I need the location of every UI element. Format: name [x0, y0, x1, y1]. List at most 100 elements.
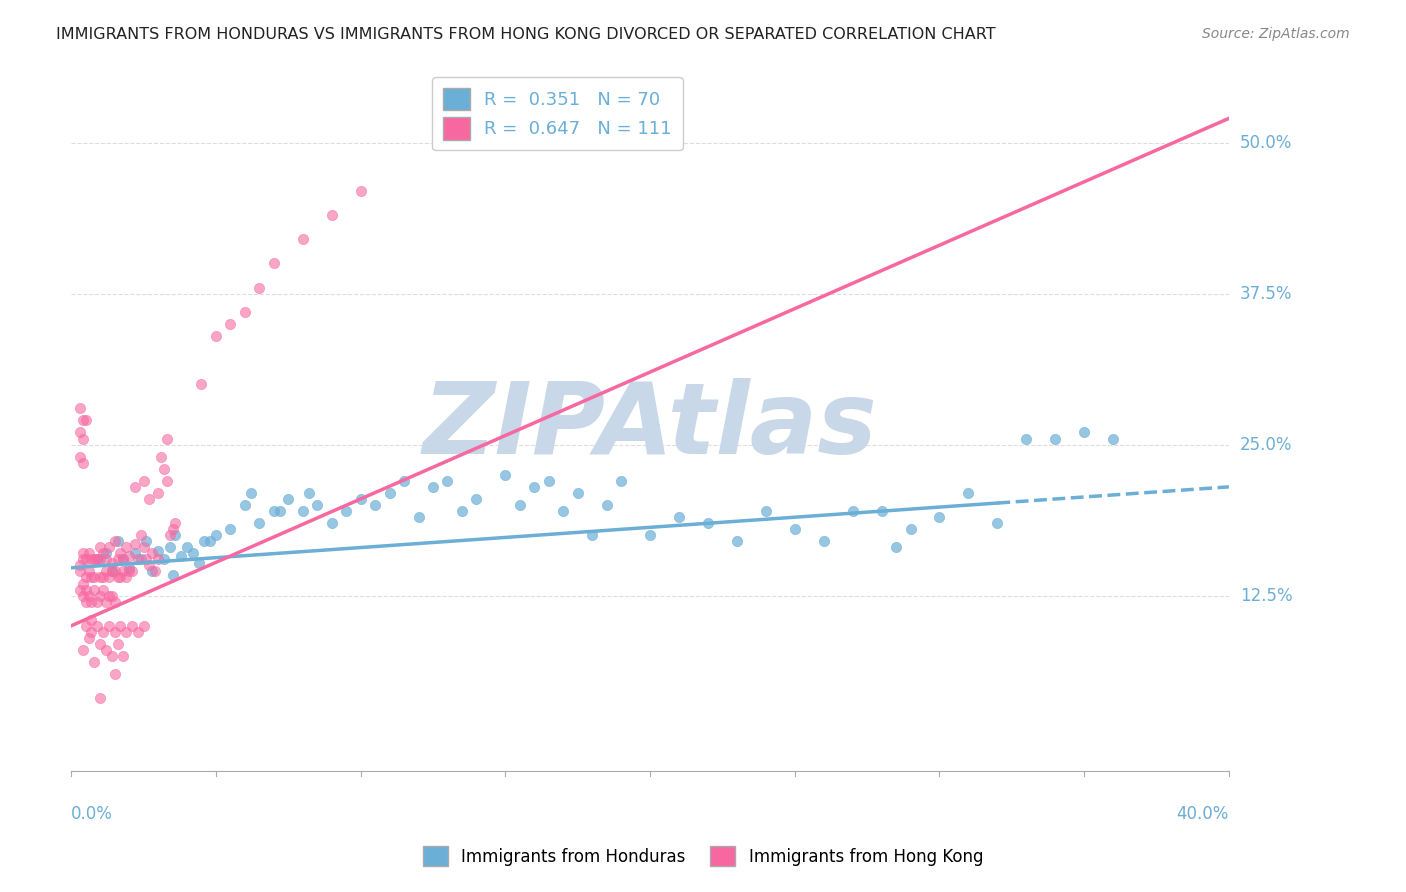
Point: [567, 486, 589, 500]
Point: [115, 624, 138, 639]
Text: IMMIGRANTS FROM HONDURAS VS IMMIGRANTS FROM HONG KONG DIVORCED OR SEPARATED CORR: IMMIGRANTS FROM HONDURAS VS IMMIGRANTS F…: [56, 27, 995, 42]
Point: [153, 461, 176, 475]
Point: [135, 552, 157, 566]
Point: [100, 556, 122, 570]
Point: [378, 486, 401, 500]
Point: [77, 631, 100, 645]
Text: 40.0%: 40.0%: [1177, 805, 1229, 823]
Point: [69, 425, 91, 440]
Point: [494, 467, 516, 482]
Point: [77, 546, 100, 560]
Point: [72, 589, 94, 603]
Text: 0.0%: 0.0%: [72, 805, 112, 823]
Point: [239, 486, 262, 500]
Point: [900, 522, 922, 536]
Point: [143, 565, 166, 579]
Point: [100, 565, 122, 579]
Point: [69, 558, 91, 573]
Point: [146, 552, 169, 566]
Point: [118, 565, 141, 579]
Point: [80, 624, 103, 639]
Point: [146, 544, 169, 558]
Point: [1073, 425, 1095, 440]
Point: [94, 594, 117, 608]
Point: [115, 541, 138, 555]
Point: [146, 486, 169, 500]
Point: [350, 184, 373, 198]
Point: [132, 541, 155, 555]
Point: [132, 474, 155, 488]
Point: [104, 594, 127, 608]
Point: [91, 624, 114, 639]
Point: [121, 565, 143, 579]
Point: [107, 552, 129, 566]
Point: [115, 570, 138, 584]
Point: [86, 619, 108, 633]
Point: [392, 474, 415, 488]
Point: [118, 549, 141, 563]
Point: [190, 377, 212, 392]
Point: [957, 486, 980, 500]
Point: [89, 541, 111, 555]
Point: [725, 534, 748, 549]
Point: [83, 570, 105, 584]
Point: [97, 570, 120, 584]
Point: [100, 565, 122, 579]
Point: [75, 619, 97, 633]
Point: [89, 589, 111, 603]
Point: [75, 582, 97, 597]
Point: [193, 534, 215, 549]
Point: [107, 637, 129, 651]
Point: [72, 546, 94, 560]
Point: [153, 552, 176, 566]
Point: [97, 541, 120, 555]
Point: [124, 546, 146, 560]
Point: [523, 480, 546, 494]
Text: 37.5%: 37.5%: [1240, 285, 1292, 302]
Point: [162, 568, 184, 582]
Point: [89, 552, 111, 566]
Point: [83, 582, 105, 597]
Point: [291, 504, 314, 518]
Point: [72, 432, 94, 446]
Point: [205, 528, 228, 542]
Point: [72, 643, 94, 657]
Point: [89, 570, 111, 584]
Point: [162, 522, 184, 536]
Point: [75, 552, 97, 566]
Point: [72, 576, 94, 591]
Point: [83, 655, 105, 669]
Point: [72, 456, 94, 470]
Point: [159, 541, 181, 555]
Point: [129, 552, 152, 566]
Point: [219, 522, 242, 536]
Point: [97, 619, 120, 633]
Point: [104, 624, 127, 639]
Point: [159, 528, 181, 542]
Point: [219, 317, 242, 331]
Point: [451, 504, 474, 518]
Point: [170, 549, 193, 563]
Point: [127, 624, 149, 639]
Point: [986, 516, 1008, 530]
Point: [436, 474, 458, 488]
Point: [72, 413, 94, 427]
Point: [297, 486, 319, 500]
Point: [80, 570, 103, 584]
Text: Source: ZipAtlas.com: Source: ZipAtlas.com: [1202, 27, 1350, 41]
Point: [813, 534, 835, 549]
Point: [408, 510, 430, 524]
Point: [553, 504, 575, 518]
Point: [841, 504, 863, 518]
Point: [80, 594, 103, 608]
Point: [80, 552, 103, 566]
Point: [263, 256, 285, 270]
Point: [91, 546, 114, 560]
Point: [107, 570, 129, 584]
Point: [205, 329, 228, 343]
Point: [269, 504, 291, 518]
Point: [135, 534, 157, 549]
Point: [610, 474, 633, 488]
Point: [138, 558, 160, 573]
Point: [97, 589, 120, 603]
